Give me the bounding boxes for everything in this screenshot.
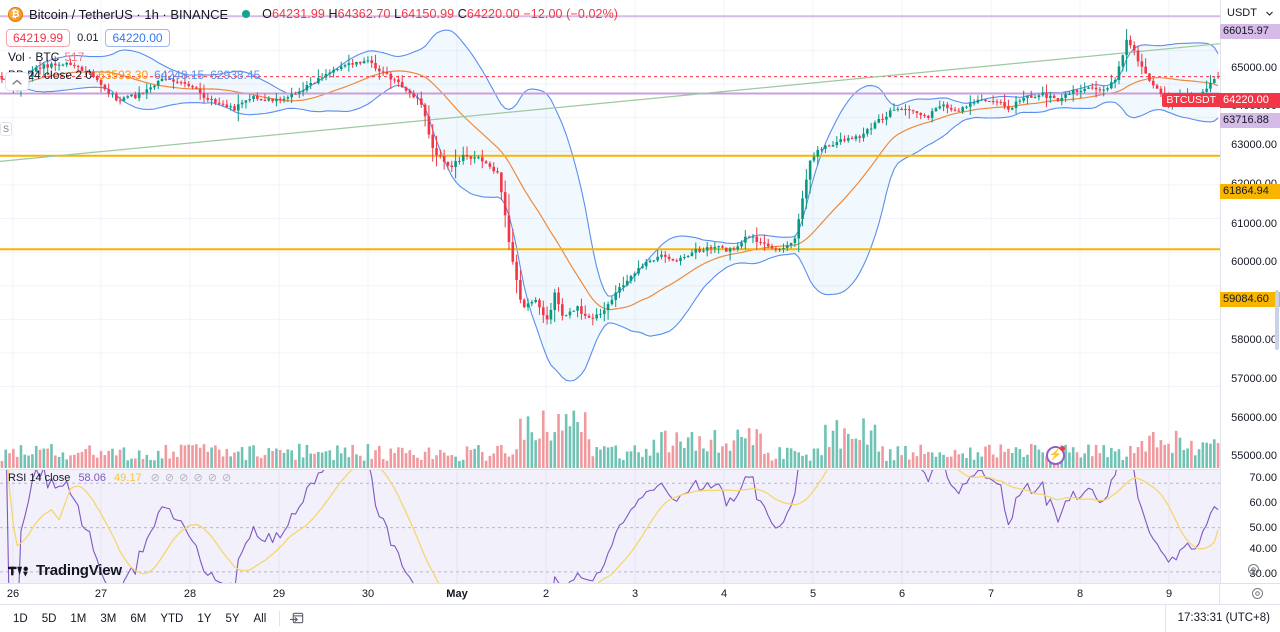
range-button-1d[interactable]: 1D xyxy=(13,612,28,625)
currency-selector[interactable]: USDT xyxy=(1224,4,1276,22)
price-tick: 61000.00 xyxy=(1231,218,1277,230)
date-range-icon[interactable] xyxy=(286,611,309,626)
bb-fill xyxy=(1,30,1219,381)
tradingview-watermark: TradingView xyxy=(8,562,122,579)
range-button-5y[interactable]: 5Y xyxy=(225,612,240,625)
currency-label: USDT xyxy=(1227,7,1257,19)
pane-divider xyxy=(0,469,1280,470)
trendline[interactable] xyxy=(0,43,1220,162)
price-badge[interactable]: 63716.88 xyxy=(1220,113,1280,128)
price-scale[interactable]: USDT 65000.0064000.0063000.0062000.00610… xyxy=(1220,0,1280,583)
rsi-chart-pane[interactable] xyxy=(0,470,1220,583)
range-button-all[interactable]: All xyxy=(253,612,267,625)
rsi-legend[interactable]: RSI 14 close 58.06 49.17 ⊘ ⊘ ⊘ ⊘ ⊘ ⊘ xyxy=(8,471,232,484)
alert-bolt-icon[interactable]: ⚡ xyxy=(1046,446,1065,465)
price-tick: 30.00 xyxy=(1249,568,1277,580)
rsi-legend-title: RSI 14 close xyxy=(8,472,71,484)
rsi-disabled-marks: ⊘ ⊘ ⊘ ⊘ ⊘ ⊘ xyxy=(150,472,233,484)
time-axis-label: 9 xyxy=(1165,588,1173,600)
time-axis-label: 4 xyxy=(720,588,728,600)
time-axis-label: 28 xyxy=(183,588,197,600)
symbol-price-tag: BTCUSDT xyxy=(1162,93,1220,107)
tradingview-logo-icon xyxy=(8,566,28,576)
time-axis-label: May xyxy=(446,588,468,600)
price-badge[interactable]: 59084.60 xyxy=(1220,292,1280,307)
price-tick: 56000.00 xyxy=(1231,412,1277,424)
price-chart-pane[interactable] xyxy=(0,0,1220,400)
time-axis-label: 2 xyxy=(542,588,550,600)
price-tick: 70.00 xyxy=(1249,472,1277,484)
bottom-toolbar[interactable]: 1D 5D 1M 3M 6M YTD 1Y 5Y All 17:33:31 (UTC+8) xyxy=(0,605,1280,632)
time-axis-settings-icon[interactable] xyxy=(1251,587,1264,605)
rsi-ma-line xyxy=(7,470,1219,583)
range-button-3m[interactable]: 3M xyxy=(100,612,117,625)
price-tick: 57000.00 xyxy=(1231,373,1277,385)
range-button-ytd[interactable]: YTD xyxy=(160,612,184,625)
rsi-ma-value: 49.17 xyxy=(114,472,142,484)
price-tick: 55000.00 xyxy=(1231,450,1277,462)
volume-series xyxy=(0,410,1220,468)
range-button-1y[interactable]: 1Y xyxy=(197,612,212,625)
time-axis-label: 6 xyxy=(898,588,906,600)
chevron-down-icon xyxy=(1266,11,1273,16)
price-scale-settings-icon[interactable] xyxy=(1244,560,1262,578)
time-axis-label: 27 xyxy=(94,588,108,600)
price-tick: 58000.00 xyxy=(1231,334,1277,346)
time-axis-label: 30 xyxy=(361,588,375,600)
tradingview-wordmark: TradingView xyxy=(36,562,122,579)
price-tick: 65000.00 xyxy=(1231,62,1277,74)
toolbar-divider xyxy=(279,611,281,626)
time-axis-label: 7 xyxy=(987,588,995,600)
time-axis-divider xyxy=(1219,584,1220,606)
collapse-legend-button[interactable] xyxy=(5,72,29,91)
bb-lower-line xyxy=(1,78,1219,382)
time-axis-label: 3 xyxy=(631,588,639,600)
range-button-1m[interactable]: 1M xyxy=(70,612,87,625)
price-badge[interactable]: 66015.97 xyxy=(1220,24,1280,39)
price-tick: 40.00 xyxy=(1249,543,1277,555)
vertical-scrollbar[interactable] xyxy=(1275,290,1279,350)
time-axis-label: 8 xyxy=(1076,588,1084,600)
time-axis-label: 29 xyxy=(272,588,286,600)
time-axis[interactable]: 26 27 28 29 30 May 2 3 4 5 6 7 8 9 xyxy=(0,583,1280,606)
range-button-6m[interactable]: 6M xyxy=(130,612,147,625)
time-axis-label: 26 xyxy=(6,588,20,600)
chevron-up-icon xyxy=(12,79,22,85)
price-tick: 60.00 xyxy=(1249,497,1277,509)
clock-label: 17:33:31 (UTC+8) xyxy=(1164,605,1270,632)
price-tick: 63000.00 xyxy=(1231,139,1277,151)
price-tick: 60000.00 xyxy=(1231,256,1277,268)
time-axis-label: 5 xyxy=(809,588,817,600)
bb-upper-line xyxy=(1,29,1219,297)
rsi-value: 58.06 xyxy=(78,472,106,484)
price-badge[interactable]: 64220.00 xyxy=(1220,93,1280,108)
volume-chart-pane[interactable] xyxy=(0,400,1220,468)
sell-marker-tag: S xyxy=(0,122,13,136)
price-tick: 50.00 xyxy=(1249,522,1277,534)
rsi-line xyxy=(6,470,1219,583)
range-button-5d[interactable]: 5D xyxy=(41,612,57,625)
price-badge[interactable]: 61864.94 xyxy=(1220,184,1280,199)
